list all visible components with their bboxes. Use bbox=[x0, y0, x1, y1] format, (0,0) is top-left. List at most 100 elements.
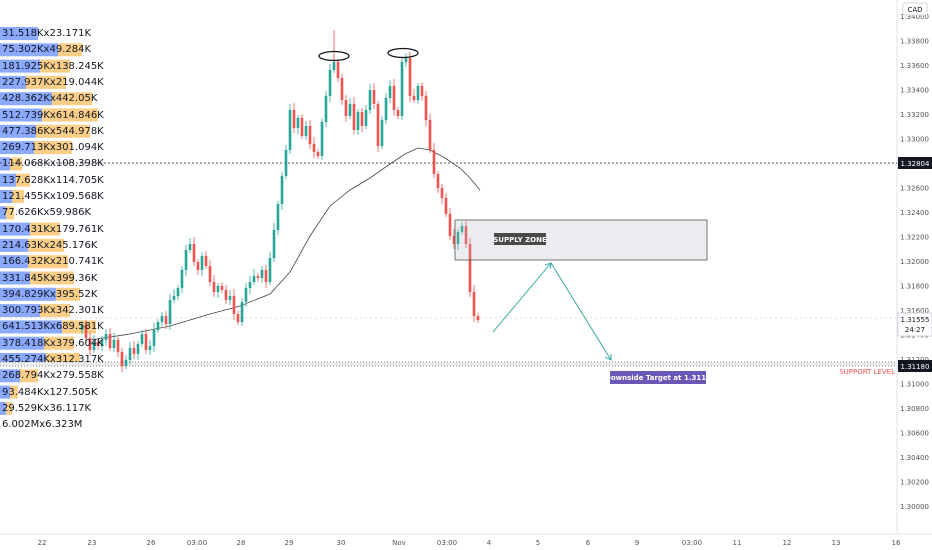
candle-body[interactable] bbox=[116, 340, 120, 352]
currency-badge[interactable] bbox=[902, 2, 928, 16]
candle-body[interactable] bbox=[184, 250, 188, 270]
candle-body[interactable] bbox=[152, 330, 156, 346]
candle-body[interactable] bbox=[432, 150, 436, 174]
candle-body[interactable] bbox=[444, 198, 448, 214]
candle-body[interactable] bbox=[304, 126, 308, 136]
candle-body[interactable] bbox=[360, 112, 364, 126]
candle-body[interactable] bbox=[336, 62, 340, 78]
candle-body[interactable] bbox=[328, 70, 332, 96]
candle-body[interactable] bbox=[380, 120, 384, 146]
candle-body[interactable] bbox=[436, 174, 440, 188]
candle-body[interactable] bbox=[224, 290, 228, 300]
candle-body[interactable] bbox=[112, 340, 116, 348]
candle-body[interactable] bbox=[296, 118, 300, 128]
candle-body[interactable] bbox=[160, 316, 164, 322]
candle-body[interactable] bbox=[340, 78, 344, 100]
candle-body[interactable] bbox=[464, 226, 468, 244]
candle-body[interactable] bbox=[260, 270, 264, 278]
candle-body[interactable] bbox=[272, 230, 276, 258]
candle-body[interactable] bbox=[96, 342, 100, 346]
candle-body[interactable] bbox=[288, 110, 292, 150]
candle-body[interactable] bbox=[80, 325, 84, 330]
candle-body[interactable] bbox=[124, 360, 128, 366]
candle-body[interactable] bbox=[148, 346, 152, 350]
candles[interactable] bbox=[80, 30, 480, 372]
candle-body[interactable] bbox=[424, 96, 428, 120]
candle-body[interactable] bbox=[376, 104, 380, 146]
candle-body[interactable] bbox=[88, 338, 92, 350]
candle-body[interactable] bbox=[440, 188, 444, 198]
candle-body[interactable] bbox=[220, 286, 224, 290]
candle-body[interactable] bbox=[368, 90, 372, 110]
time-axis[interactable]: 22 23 26 03:00 28 29 30 Nov 03:00 4 5 6 9 03:00 11 12 13… bbox=[38, 539, 901, 547]
candle-body[interactable] bbox=[292, 110, 296, 128]
candle-body[interactable] bbox=[408, 58, 412, 96]
candle-body[interactable] bbox=[456, 232, 460, 244]
candle-body[interactable] bbox=[280, 176, 284, 204]
candle-body[interactable] bbox=[372, 90, 376, 104]
candle-body[interactable] bbox=[268, 258, 272, 282]
candle-body[interactable] bbox=[204, 256, 208, 266]
candle-body[interactable] bbox=[420, 86, 424, 96]
candle-body[interactable] bbox=[348, 104, 352, 116]
candle-body[interactable] bbox=[156, 322, 160, 330]
candle-body[interactable] bbox=[200, 256, 204, 270]
projection-down-line[interactable] bbox=[550, 262, 612, 361]
candle-body[interactable] bbox=[168, 300, 172, 324]
candle-body[interactable] bbox=[320, 122, 324, 156]
candle-body[interactable] bbox=[144, 334, 148, 350]
candle-body[interactable] bbox=[308, 126, 312, 144]
candle-body[interactable] bbox=[476, 316, 480, 320]
candle-body[interactable] bbox=[120, 352, 124, 366]
candle-body[interactable] bbox=[228, 296, 232, 300]
candle-body[interactable] bbox=[248, 282, 252, 288]
candle-body[interactable] bbox=[216, 286, 220, 292]
top-marker-left[interactable] bbox=[318, 50, 350, 62]
candle-body[interactable] bbox=[316, 152, 320, 156]
candle-body[interactable] bbox=[472, 292, 476, 316]
candle-body[interactable] bbox=[392, 86, 396, 110]
candle-body[interactable] bbox=[412, 96, 416, 100]
candle-body[interactable] bbox=[104, 334, 108, 340]
candle-body[interactable] bbox=[404, 58, 408, 62]
candle-body[interactable] bbox=[416, 86, 420, 100]
candle-body[interactable] bbox=[324, 96, 328, 122]
candle-body[interactable] bbox=[312, 144, 316, 152]
candle-body[interactable] bbox=[384, 98, 388, 120]
candle-body[interactable] bbox=[164, 316, 168, 324]
candle-body[interactable] bbox=[276, 204, 280, 230]
candle-body[interactable] bbox=[140, 334, 144, 344]
price-axis[interactable]: 1.34000 1.33800 1.33600 1.33400 1.33200 1.330… bbox=[900, 13, 929, 511]
candle-body[interactable] bbox=[428, 120, 432, 150]
top-marker-right[interactable] bbox=[387, 47, 419, 59]
candle-body[interactable] bbox=[356, 112, 360, 130]
candle-body[interactable] bbox=[172, 296, 176, 300]
candle-body[interactable] bbox=[236, 314, 240, 322]
candle-body[interactable] bbox=[388, 86, 392, 98]
candle-body[interactable] bbox=[176, 288, 180, 296]
candle-body[interactable] bbox=[400, 62, 404, 116]
candle-body[interactable] bbox=[256, 276, 260, 278]
candle-body[interactable] bbox=[460, 226, 464, 232]
candle-body[interactable] bbox=[132, 348, 136, 354]
candle-body[interactable] bbox=[196, 262, 200, 270]
candle-body[interactable] bbox=[300, 118, 304, 136]
candle-body[interactable] bbox=[180, 270, 184, 288]
candle-body[interactable] bbox=[284, 150, 288, 176]
candle-body[interactable] bbox=[212, 282, 216, 292]
candle-body[interactable] bbox=[192, 244, 196, 262]
candle-body[interactable] bbox=[332, 62, 336, 70]
candle-body[interactable] bbox=[100, 340, 104, 346]
candle-body[interactable] bbox=[448, 214, 452, 236]
downside-target-tag[interactable] bbox=[610, 371, 706, 384]
candle-body[interactable] bbox=[396, 110, 400, 116]
candle-body[interactable] bbox=[240, 302, 244, 322]
candle-body[interactable] bbox=[252, 276, 256, 282]
candle-body[interactable] bbox=[244, 288, 248, 302]
candle-body[interactable] bbox=[108, 334, 112, 348]
projection-up-line[interactable] bbox=[492, 262, 552, 333]
candle-body[interactable] bbox=[188, 244, 192, 250]
candle-body[interactable] bbox=[468, 244, 472, 292]
candle-body[interactable] bbox=[452, 236, 456, 244]
